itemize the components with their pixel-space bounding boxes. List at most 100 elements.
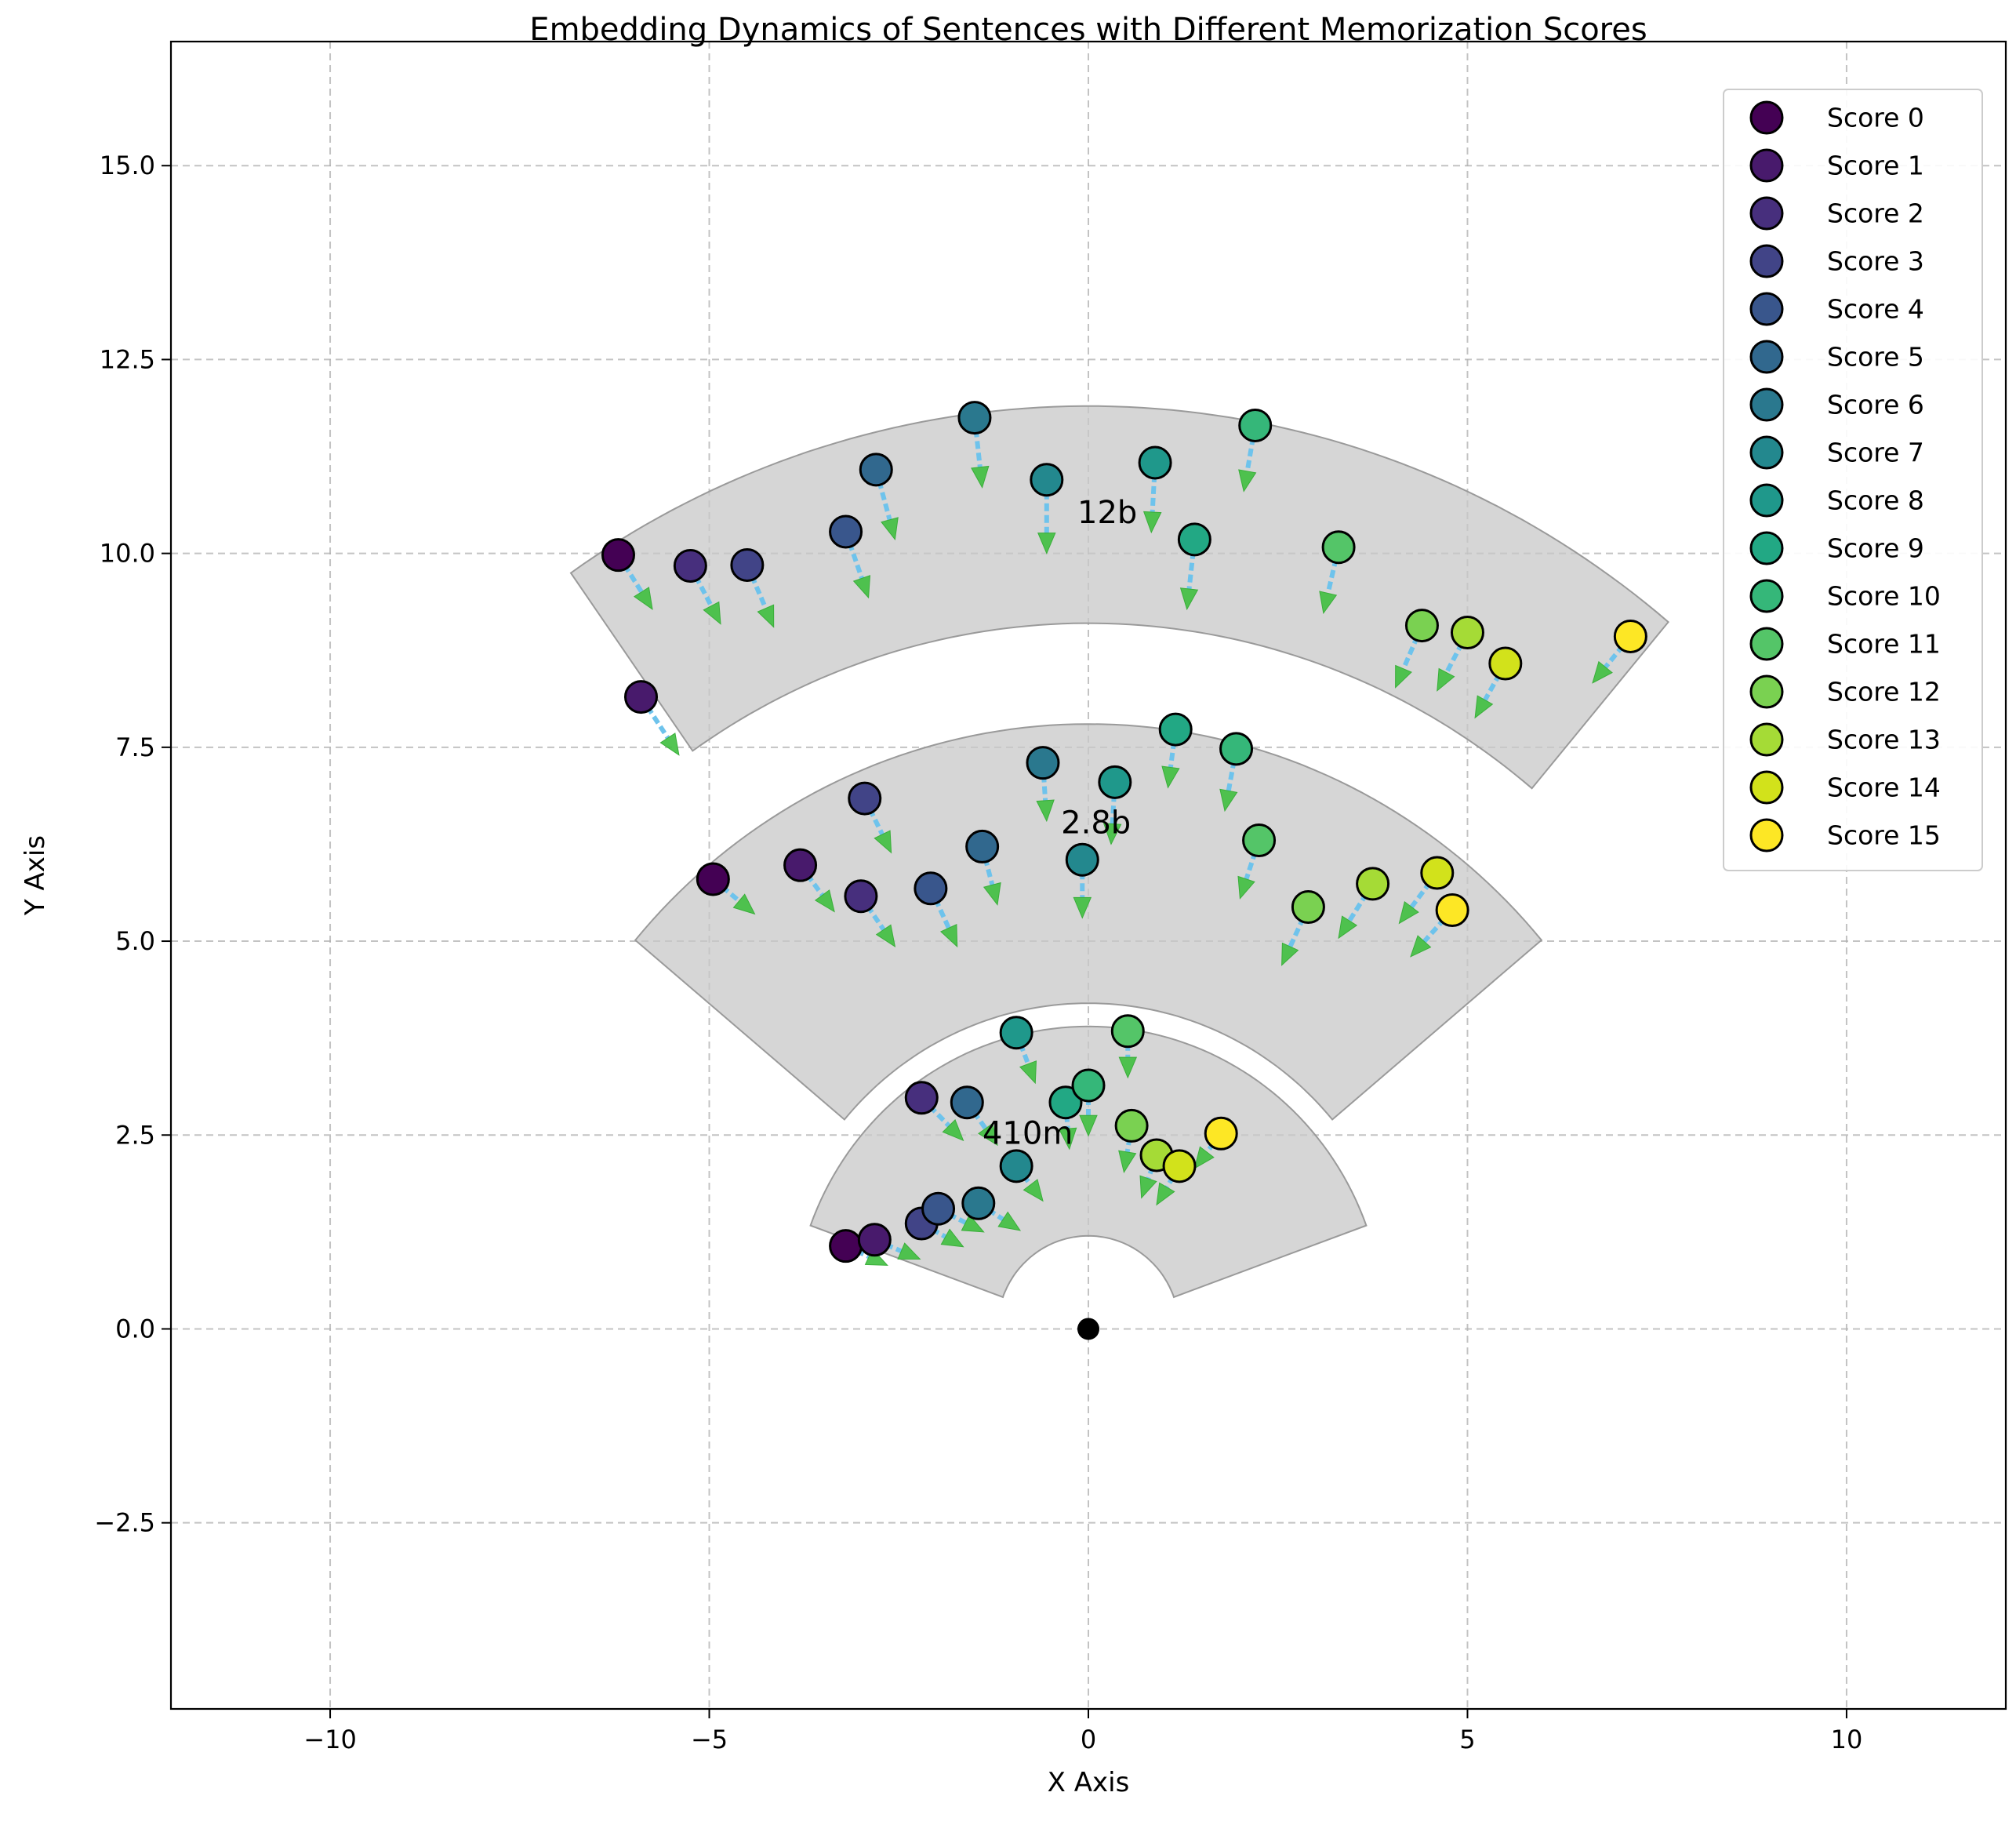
x-tick-label: 0: [1081, 1725, 1096, 1754]
arrow-head: [1142, 511, 1162, 534]
point-410m-score-2: [904, 1081, 939, 1115]
arrow-head: [977, 1122, 998, 1147]
arrow-shaft: [745, 564, 768, 609]
arrow-head: [633, 587, 653, 610]
arrow-shaft: [1401, 624, 1425, 670]
legend-marker-4: [1749, 292, 1784, 326]
point-2.8b-score-3: [848, 781, 882, 816]
y-axis-label: Y Axis: [20, 835, 51, 916]
point-410m-score-15: [1204, 1116, 1238, 1151]
x-tick-label: 10: [1831, 1725, 1863, 1754]
point-410m-score-4: [921, 1191, 956, 1226]
point-2.8b-score-15: [1435, 893, 1469, 927]
arrow-head: [1118, 1056, 1138, 1079]
arrow-head: [1156, 1182, 1175, 1206]
y-tick-label: 12.5: [100, 344, 155, 374]
arrow-head: [1059, 1127, 1077, 1151]
point-2.8b-score-4: [914, 871, 948, 906]
arrow-head: [732, 893, 756, 915]
point-410m-score-8: [999, 1016, 1033, 1050]
point-2.8b-score-12: [1291, 890, 1325, 925]
legend-marker-11: [1749, 627, 1784, 661]
legend-marker-1: [1749, 148, 1784, 183]
arrow-head: [1193, 1146, 1215, 1169]
arrow-head: [942, 1119, 964, 1142]
arrow-head: [1037, 533, 1056, 554]
point-12b-score-2: [673, 548, 707, 583]
arrow-head: [881, 517, 899, 541]
legend-label-15: Score 15: [1827, 820, 1941, 851]
arrow-head: [1437, 667, 1455, 692]
point-12b-score-7: [1030, 463, 1064, 497]
x-tick-label: −5: [691, 1725, 728, 1754]
y-tick-label: 7.5: [115, 733, 155, 762]
arrow-head: [814, 889, 835, 913]
arrow-head: [875, 924, 896, 948]
point-12b-score-10: [1238, 408, 1273, 442]
y-tick-label: 5.0: [115, 926, 155, 956]
arrow-head: [1079, 1114, 1098, 1137]
point-2.8b-score-8: [1098, 765, 1132, 799]
axis-ticks: −10 −5 0 5 10 −2.5 0.0 2.5 5.0 7.5 10.0 12.5 15.0: [94, 151, 1862, 1754]
point-410m-score-9: [1048, 1085, 1083, 1120]
legend-label-9: Score 9: [1827, 533, 1924, 564]
arrow-head: [1036, 799, 1055, 823]
legend-label-11: Score 11: [1827, 629, 1941, 660]
legend-marker-6: [1749, 387, 1784, 422]
legend-marker-0: [1749, 100, 1784, 135]
point-12b-score-8: [1138, 445, 1172, 480]
point-2.8b-score-2: [844, 879, 878, 914]
legend-box: [1723, 89, 1983, 871]
sector-12b: [569, 405, 1669, 790]
legend-marker-2: [1749, 196, 1784, 231]
point-12b-score-14: [1488, 646, 1523, 681]
arrow-head: [997, 1211, 1022, 1231]
legend-label-3: Score 3: [1827, 246, 1924, 277]
arrow-head: [1161, 765, 1180, 789]
arrow-head: [1102, 823, 1122, 845]
point-12b-score-15: [1613, 619, 1647, 653]
point-410m-score-12: [1114, 1108, 1149, 1143]
arrow-head: [1410, 935, 1432, 958]
point-410m-score-7: [999, 1149, 1033, 1183]
sector-label-12b: 12b: [1077, 495, 1137, 531]
arrow-head: [1395, 664, 1412, 689]
point-410m-score-14: [1162, 1149, 1197, 1183]
sector-2.8b: [634, 723, 1543, 1121]
legend-label-7: Score 7: [1827, 438, 1924, 468]
point-12b-score-1: [624, 680, 659, 714]
legend-label-13: Score 13: [1827, 725, 1941, 755]
arrow-shaft: [1325, 547, 1342, 594]
point-2.8b-score-0: [696, 862, 730, 896]
arrow-head: [1139, 1175, 1157, 1199]
x-tick-label: 5: [1459, 1725, 1475, 1754]
point-12b-score-13: [1450, 615, 1484, 649]
arrow-head: [1179, 587, 1199, 611]
point-12b-score-9: [1177, 522, 1211, 557]
point-2.8b-score-11: [1242, 823, 1277, 858]
sector-labels: 410m 2.8b 12b: [983, 495, 1137, 1151]
point-410m-score-10: [1071, 1068, 1106, 1103]
point-2.8b-score-6: [1026, 746, 1060, 780]
data-points: [601, 401, 1647, 1340]
arrow-head: [897, 1242, 921, 1260]
point-12b-score-11: [1321, 530, 1356, 565]
legend-label-8: Score 8: [1827, 485, 1924, 516]
arrow-shaft: [1150, 462, 1158, 513]
legend-label-12: Score 12: [1827, 677, 1941, 707]
legend-label-2: Score 2: [1827, 198, 1924, 229]
legend-label-0: Score 0: [1827, 103, 1924, 133]
arrow-head: [1023, 1179, 1044, 1202]
legend-marker-7: [1749, 435, 1784, 470]
point-410m-score-5: [950, 1085, 984, 1120]
arrow-head: [1592, 660, 1613, 684]
arrow-head: [961, 1214, 985, 1233]
legend: Score 0 Score 1 Score 2 Score 3 Score 4 Score…: [1723, 89, 1983, 871]
arrow-head: [983, 882, 1001, 906]
arrow-shaft: [972, 417, 983, 468]
arrow-head: [757, 604, 775, 628]
arrow-head: [1474, 695, 1494, 719]
arrow-head: [1073, 896, 1092, 919]
legend-label-1: Score 1: [1827, 151, 1924, 181]
legend-marker-8: [1749, 483, 1784, 518]
